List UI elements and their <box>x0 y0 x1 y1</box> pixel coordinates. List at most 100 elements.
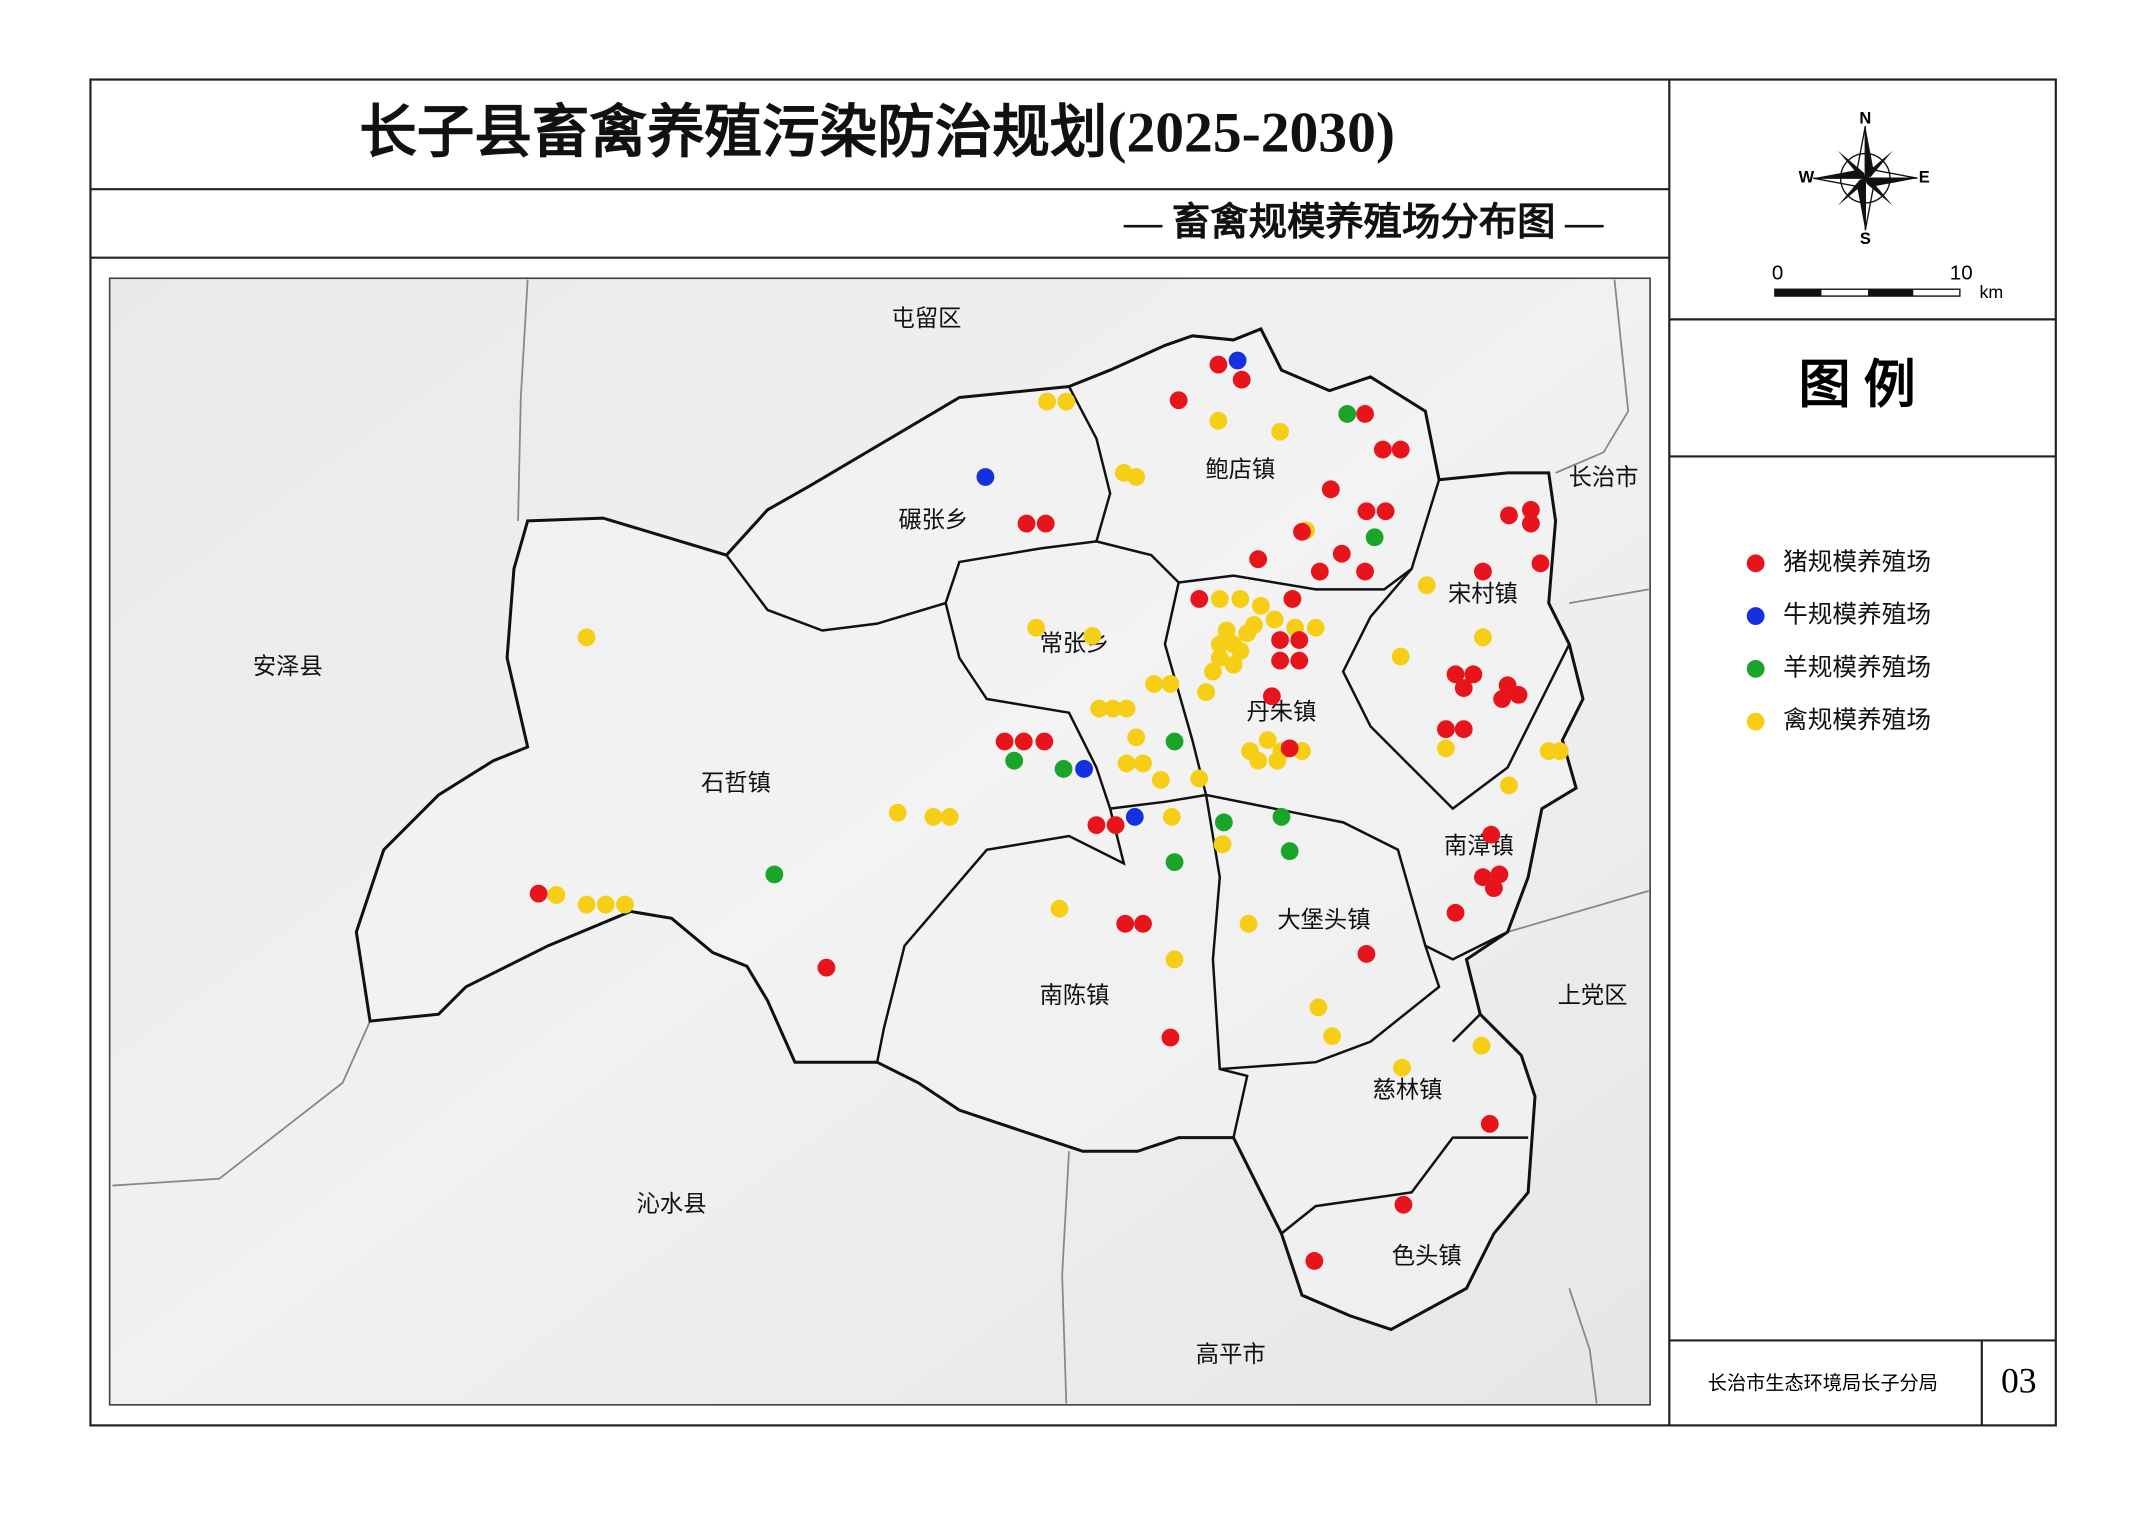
farm-dot <box>1214 813 1233 832</box>
farm-dot <box>1038 392 1056 411</box>
farm-dot <box>1228 351 1247 370</box>
place-label: 南陈镇 <box>1040 983 1110 1009</box>
farm-dot <box>976 468 995 486</box>
farm-dot <box>1338 405 1357 423</box>
footer-organization: 长治市生态环境局长子分局 <box>1708 1372 1938 1394</box>
farm-dot <box>1054 760 1073 778</box>
farm-dot <box>1036 514 1055 533</box>
farm-dot <box>1005 751 1024 770</box>
place-label: 丹朱镇 <box>1247 699 1317 725</box>
farm-dot <box>1035 732 1054 751</box>
scale-end: 10 <box>1950 262 1973 285</box>
farm-dot <box>817 958 836 977</box>
farm-dot <box>1204 662 1222 681</box>
farm-dot <box>1190 769 1209 788</box>
farm-dot <box>1238 624 1257 643</box>
compass-w: W <box>1799 169 1815 187</box>
farm-dot <box>1106 816 1125 835</box>
farm-dot <box>1474 868 1492 887</box>
farm-dot <box>1162 807 1181 826</box>
farm-dot <box>1437 739 1455 758</box>
place-label: 安泽县 <box>253 654 323 680</box>
farm-dot <box>1454 720 1473 739</box>
farm-dot <box>1290 631 1309 649</box>
farm-dot <box>1161 675 1180 693</box>
farm-dot <box>1169 391 1188 410</box>
farm-dot <box>1321 480 1340 499</box>
farm-dot <box>1394 1195 1413 1214</box>
neighbor-boundaries <box>112 279 1650 1404</box>
farm-dot <box>1493 690 1512 708</box>
farm-dot <box>1231 590 1250 608</box>
scale-unit: km <box>1980 282 2004 302</box>
farm-dot <box>577 628 596 647</box>
legend-swatch <box>1746 712 1765 731</box>
farm-dot <box>1224 655 1243 674</box>
legend-label: 牛规模养殖场 <box>1783 601 1931 629</box>
farm-dot <box>1531 554 1550 573</box>
farm-dot <box>1268 751 1287 770</box>
farm-dot <box>1197 683 1215 702</box>
farm-dot <box>1165 853 1184 872</box>
place-label: 上党区 <box>1558 983 1628 1009</box>
farm-dot <box>1271 631 1289 649</box>
farm-dot <box>924 807 943 826</box>
farm-dot <box>1190 590 1209 608</box>
farm-dot <box>940 807 959 826</box>
legend-swatch <box>1746 659 1765 678</box>
farm-dot <box>1249 751 1268 770</box>
farm-dot <box>1357 945 1376 963</box>
farm-dot <box>1500 776 1518 795</box>
farm-dot <box>1271 651 1289 670</box>
farm-dot <box>1239 914 1258 933</box>
farm-dot <box>1290 651 1309 670</box>
farm-dot <box>547 886 566 904</box>
farm-dot <box>1249 550 1268 569</box>
farm-dot <box>577 895 596 914</box>
farm-dot <box>1231 642 1250 660</box>
farm-dot <box>1210 635 1229 654</box>
county-boundary <box>354 327 1585 1332</box>
farm-dot <box>1251 596 1270 615</box>
farm-dot <box>1134 914 1152 933</box>
farm-dot <box>888 803 907 822</box>
farm-dot <box>1210 648 1229 667</box>
place-label: 慈林镇 <box>1373 1078 1443 1104</box>
farm-dot <box>1484 879 1503 898</box>
farm-dot <box>1446 665 1465 684</box>
place-label: 长治市 <box>1569 465 1639 491</box>
farm-dot <box>1309 998 1328 1017</box>
farm-dot <box>1151 770 1170 789</box>
farm-dot <box>1161 1028 1180 1047</box>
farm-dot <box>1272 807 1291 826</box>
subtitle: — 畜禽规模养殖场分布图 — <box>1123 201 1604 244</box>
farm-dot <box>1521 514 1540 533</box>
farm-dot <box>1127 728 1146 747</box>
farm-dot <box>529 884 548 903</box>
farm-dot <box>1306 618 1325 637</box>
farm-dot <box>1500 506 1518 525</box>
place-label: 鲍店镇 <box>1205 457 1275 483</box>
farm-dot <box>1117 699 1136 718</box>
farm-dot <box>1446 903 1465 922</box>
farm-dot <box>1083 627 1102 645</box>
place-label: 南漳镇 <box>1444 834 1514 860</box>
legend-swatch <box>1746 607 1765 626</box>
farm-dot <box>1283 590 1302 608</box>
farm-dot <box>1017 514 1036 533</box>
legend-label: 禽规模养殖场 <box>1783 706 1931 734</box>
legend-label: 猪规模养殖场 <box>1783 548 1931 576</box>
farm-dot <box>1490 865 1509 884</box>
farm-dot <box>1464 665 1483 684</box>
farm-dot <box>1356 405 1374 423</box>
place-label: 屯留区 <box>892 306 962 332</box>
farm-dot <box>1125 807 1144 826</box>
farm-dot <box>1258 731 1277 750</box>
farm-dot <box>1209 355 1228 374</box>
farm-dot <box>1373 440 1392 459</box>
farm-dot <box>1265 610 1284 629</box>
title: 长子县畜禽养殖污染防治规划(2025-2030) <box>359 101 1395 165</box>
place-label: 色头镇 <box>1392 1244 1462 1270</box>
farm-dot <box>1509 685 1528 704</box>
